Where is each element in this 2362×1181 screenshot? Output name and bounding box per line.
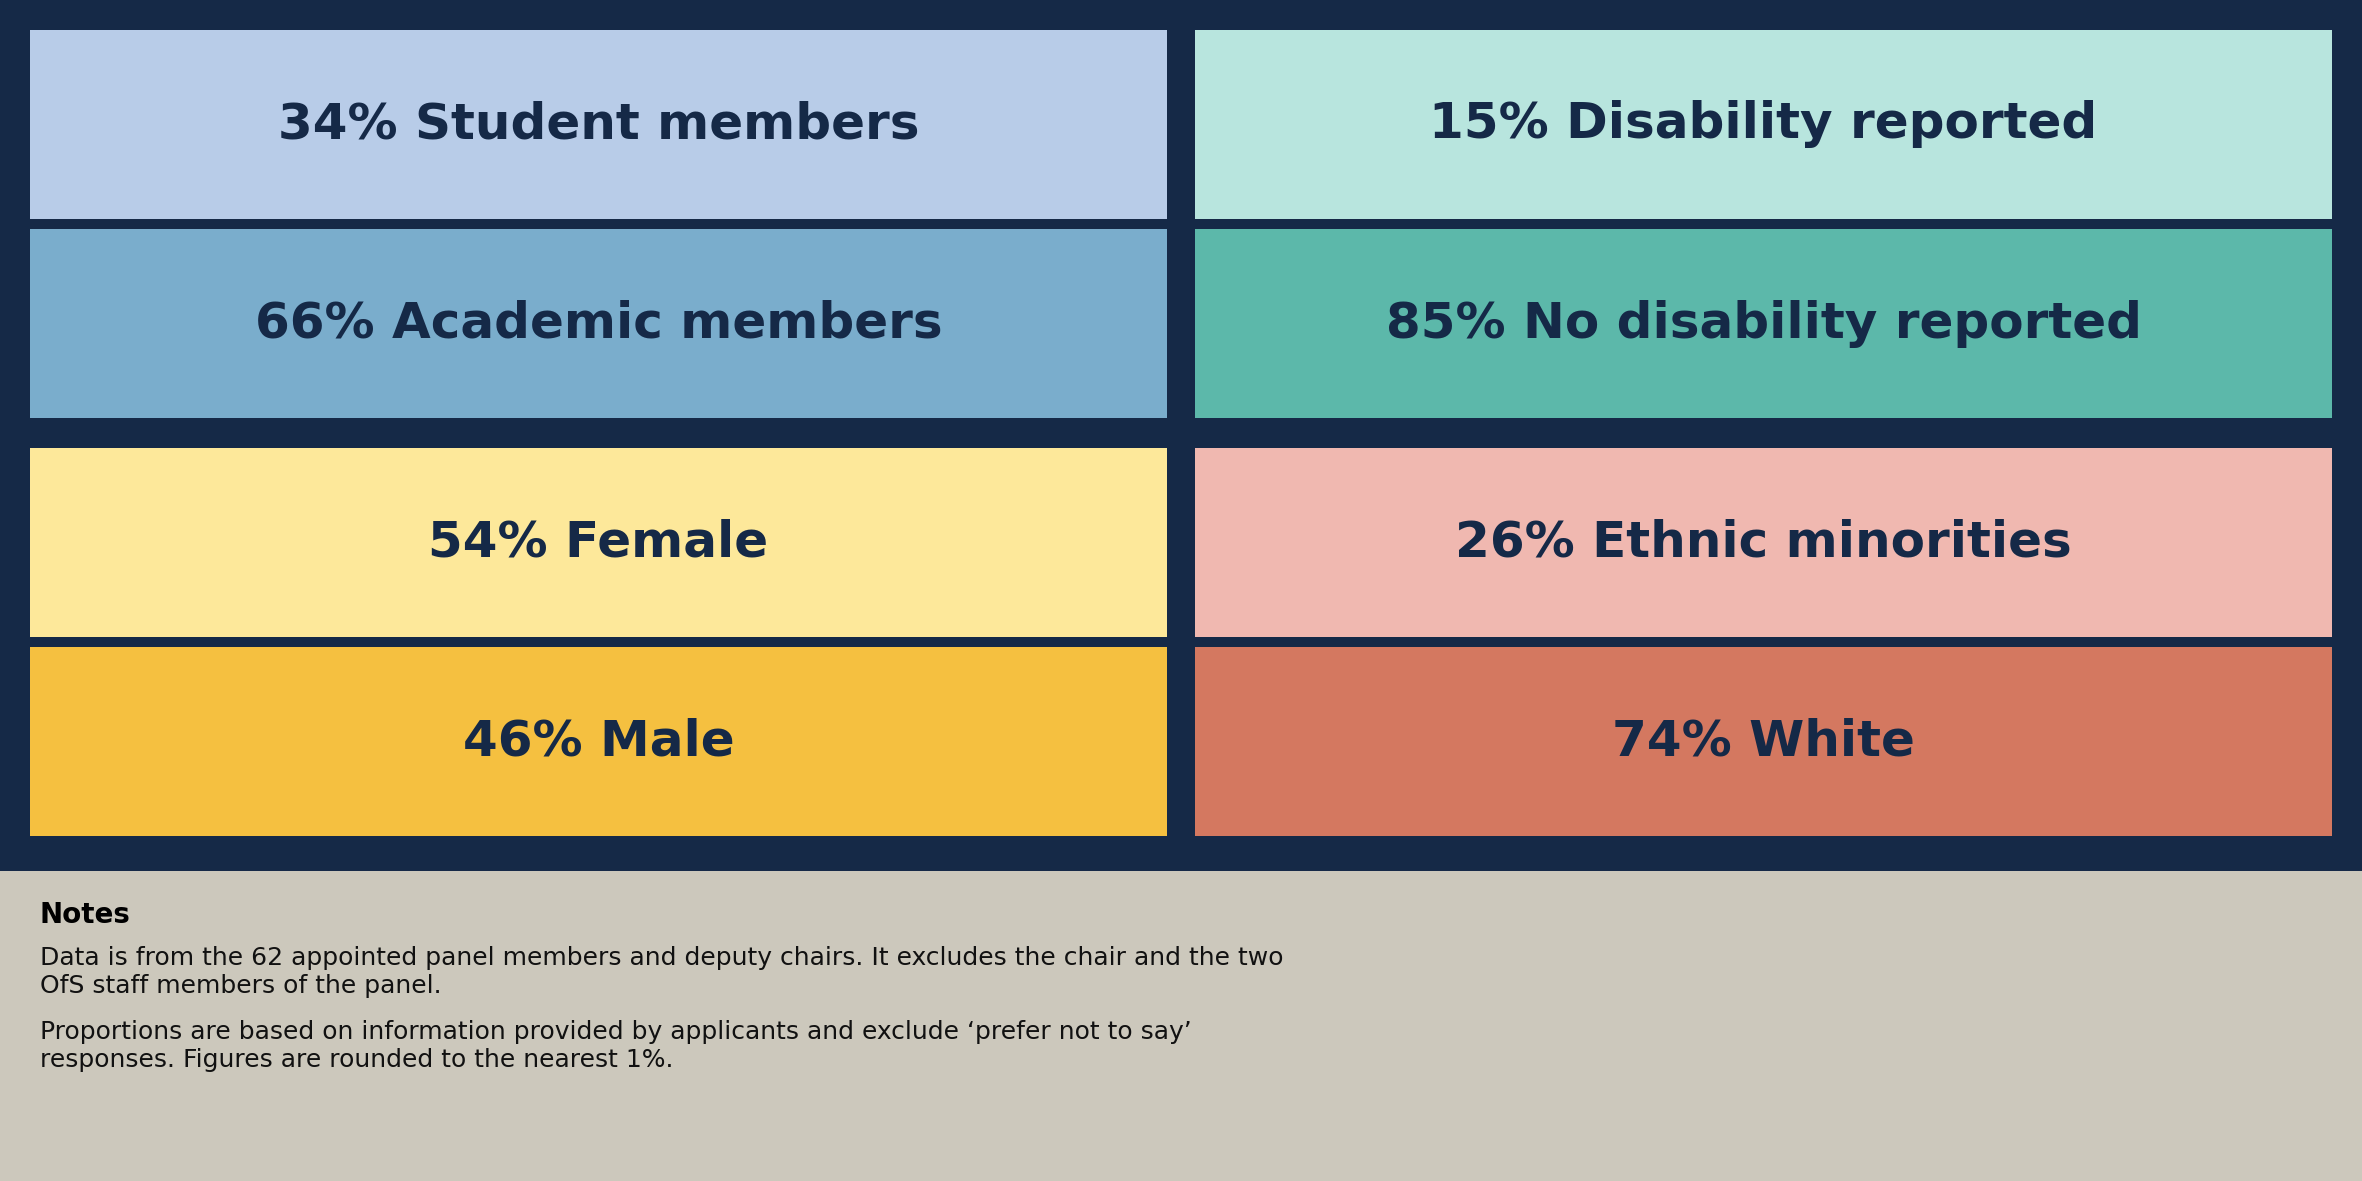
- Text: 74% White: 74% White: [1611, 718, 1916, 765]
- Text: Data is from the 62 appointed panel members and deputy chairs. It excludes the c: Data is from the 62 appointed panel memb…: [40, 946, 1283, 970]
- Bar: [1195, 229, 2331, 418]
- Text: 85% No disability reported: 85% No disability reported: [1386, 300, 2142, 347]
- Bar: [31, 647, 1167, 836]
- Bar: [1195, 647, 2331, 836]
- Bar: [31, 448, 1167, 637]
- Text: Notes: Notes: [40, 901, 130, 929]
- Text: responses. Figures are rounded to the nearest 1%.: responses. Figures are rounded to the ne…: [40, 1048, 673, 1072]
- Text: 46% Male: 46% Male: [463, 718, 735, 765]
- Bar: [1195, 30, 2331, 218]
- Text: 34% Student members: 34% Student members: [279, 100, 919, 149]
- Bar: [31, 229, 1167, 418]
- Bar: [0, 872, 2362, 1181]
- Text: 26% Ethnic minorities: 26% Ethnic minorities: [1455, 518, 2071, 567]
- Text: Proportions are based on information provided by applicants and exclude ‘prefer : Proportions are based on information pro…: [40, 1020, 1193, 1044]
- Bar: [31, 30, 1167, 218]
- Bar: [1195, 448, 2331, 637]
- Text: 15% Disability reported: 15% Disability reported: [1429, 100, 2097, 149]
- Text: OfS staff members of the panel.: OfS staff members of the panel.: [40, 974, 442, 998]
- Text: 66% Academic members: 66% Academic members: [255, 300, 942, 347]
- Text: 54% Female: 54% Female: [428, 518, 768, 567]
